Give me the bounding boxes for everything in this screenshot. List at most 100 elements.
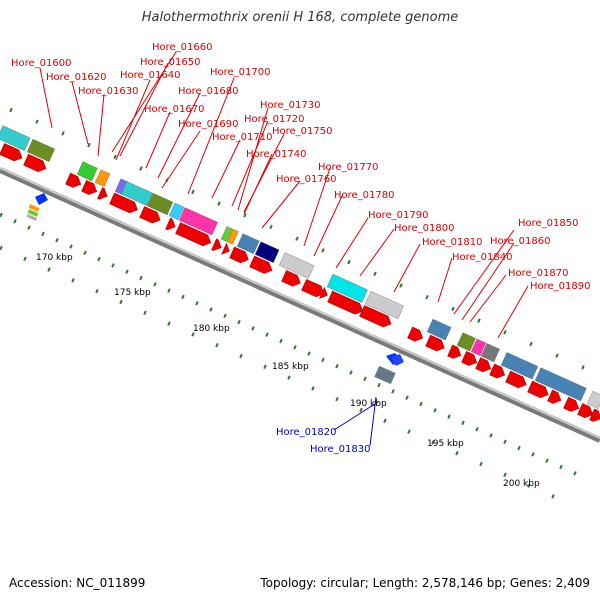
gene-arrow [527,380,549,398]
tick-mark [527,483,531,488]
gene-label: Hore_01670 [144,104,205,115]
feature-block [326,273,368,303]
tick-mark [373,271,377,277]
leader-line [145,111,171,169]
gene-label: Hore_01630 [78,86,139,97]
leader-line [469,274,507,323]
gene-label: Hore_01770 [318,162,379,173]
leader-line [437,257,453,303]
tick-mark [529,341,533,347]
gene-arrow [577,403,594,419]
tick-mark [363,376,367,382]
gene-label: Hore_01740 [246,149,307,160]
kbp-label: 180 kbp [193,324,230,334]
tick-mark [61,131,65,136]
tick-mark [383,418,387,424]
tick-mark [111,263,115,268]
feature-block [120,181,153,206]
tick-mark [251,326,255,331]
leader-line [359,228,395,277]
feature-block [168,202,185,221]
kbp-label: 170 kbp [36,253,73,263]
gene-label-reverse: Hore_01830 [310,444,371,455]
gene-arrow [359,305,392,328]
feature-block [534,367,587,402]
gene-label: Hore_01790 [368,210,429,221]
tick-mark [191,332,195,337]
tick-mark [447,414,451,419]
tick-mark [71,278,75,283]
tick-mark [113,154,117,160]
tick-mark [503,472,507,478]
gene-arrow [407,326,424,342]
gene-arrow [475,357,492,373]
gene-arrow [23,153,47,173]
tick-mark [377,382,381,388]
tick-mark [545,458,549,463]
gene-arrow [281,269,301,287]
tick-mark [23,256,27,262]
tick-mark [237,319,241,325]
leader-line [187,77,235,195]
leader-line [119,62,169,157]
tick-mark [97,256,101,262]
feature-block [586,390,600,410]
tick-mark [461,420,465,426]
gene-arrow [165,217,176,231]
topology-text: Topology: circular; Length: 2,578,146 bp… [260,576,590,590]
gene-label: Hore_01680 [178,86,239,97]
tick-mark [125,269,129,274]
tick-mark [293,345,297,350]
leader-line [453,229,515,315]
kbp-label: 200 kbp [503,479,540,489]
gene-arrow [211,238,222,251]
gene-arrow [425,334,445,352]
tick-mark [433,408,437,413]
feature-block [220,226,233,242]
feature-block [0,125,31,151]
tick-mark [425,294,429,300]
tick-mark [153,282,157,287]
tick-mark [143,310,147,316]
gene-label: Hore_01850 [518,218,579,229]
feature-block [500,352,539,380]
tick-mark [335,363,339,369]
gene-arrow [109,192,138,214]
feature-block [226,228,239,245]
leader-line [71,81,89,145]
gene-arrow [301,278,325,298]
tick-mark [503,330,507,335]
accession-text: Accession: NC_011899 [9,576,146,590]
gene-label: Hore_01690 [178,119,239,130]
tick-mark [269,224,273,230]
tick-mark [217,201,221,206]
feature-block [26,138,55,162]
tick-mark [451,306,455,312]
gene-label: Hore_01870 [508,268,569,279]
gene-label: Hore_01730 [260,100,321,111]
tick-mark [349,370,353,375]
gene-label: Hore_01620 [46,72,107,83]
feature-block [94,169,111,187]
tick-mark [555,353,559,358]
gene-label: Hore_01890 [530,281,591,292]
tick-mark [479,461,483,467]
tick-mark [279,338,283,344]
tick-mark [419,401,423,407]
leader-line [243,133,285,213]
gene-arrow [327,290,364,315]
tick-mark [0,245,3,251]
tick-mark [243,213,247,218]
gene-label-reverse: Hore_01820 [276,427,337,438]
tick-mark [87,142,91,148]
kbp-label: 195 kbp [427,439,464,449]
gene-arrow [249,255,273,274]
gene-label: Hore_01650 [140,57,201,68]
tick-mark [0,212,3,218]
feature-block [456,332,476,352]
tick-mark [139,166,143,171]
gene-arrow [589,408,600,422]
gene-label: Hore_01710 [212,132,273,143]
leader-line [161,130,201,189]
